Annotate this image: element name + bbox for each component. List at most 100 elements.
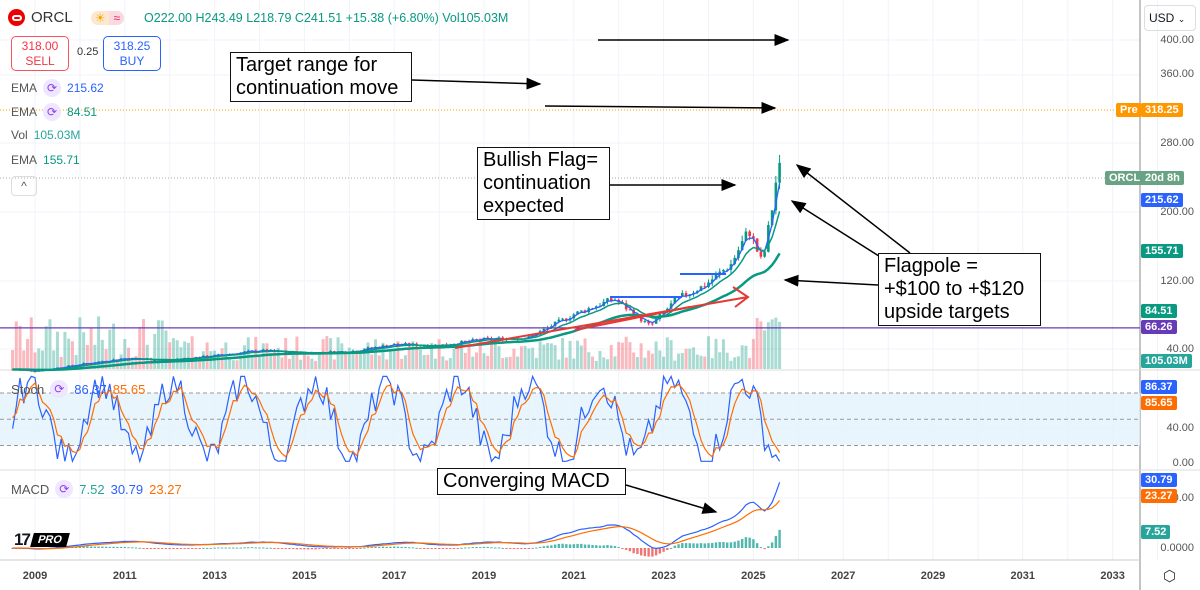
candle-body <box>744 231 748 242</box>
macd-histogram-bar <box>254 547 257 549</box>
volume-bar <box>183 341 187 369</box>
volume-bar <box>650 353 654 369</box>
macd-histogram-bar <box>501 547 504 549</box>
settings-gear-icon[interactable]: ⬡ <box>1163 568 1177 585</box>
ema1-value: 215.62 <box>67 81 104 95</box>
volume-bar <box>605 359 609 369</box>
candle-body <box>681 293 684 297</box>
macd-histogram-bar <box>404 546 407 548</box>
macd-histogram-bar <box>183 548 186 549</box>
annotation-flagpole: Flagpole = +$100 to +$120 upside targets <box>878 253 1041 326</box>
candle-body <box>737 250 740 258</box>
price-tick: 280.00 <box>1160 137 1194 149</box>
collapse-legend-button[interactable]: ^ <box>11 176 37 196</box>
volume-bar <box>718 352 722 369</box>
volume-bar <box>370 354 374 369</box>
volume-bar <box>523 345 527 369</box>
symbol-name[interactable]: ORCL <box>31 9 73 26</box>
refresh-icon[interactable]: ⟳ <box>50 380 69 398</box>
buy-price: 318.25 <box>113 39 151 53</box>
volume-bar <box>153 333 157 369</box>
macd-histogram-bar <box>142 548 145 549</box>
macd-histogram-bar <box>505 548 508 549</box>
macd-histogram-bar <box>400 546 403 548</box>
currency-select[interactable]: USD ⌄ <box>1144 5 1196 31</box>
volume-bar <box>160 320 164 369</box>
volume-bar <box>112 323 116 369</box>
refresh-icon[interactable]: ⟳ <box>43 103 62 121</box>
sell-button[interactable]: 318.00 SELL <box>11 36 69 71</box>
macd-histogram-bar <box>602 545 605 548</box>
time-tick: 2021 <box>561 570 587 582</box>
volume-bar <box>568 340 572 369</box>
stoch-k-tag: 86.37 <box>1141 380 1177 394</box>
volume-bar <box>770 319 774 369</box>
macd-histogram-bar <box>726 542 729 548</box>
refresh-icon[interactable]: ⟳ <box>55 480 74 498</box>
macd-histogram-bar <box>119 546 123 548</box>
pre-market-price-tag: 318.25 <box>1141 103 1183 117</box>
macd-histogram-bar <box>344 548 347 549</box>
macd-histogram-bar <box>325 548 329 549</box>
macd-histogram-bar <box>711 542 714 548</box>
annotation-arrow <box>783 274 879 287</box>
volume-bar <box>366 342 370 369</box>
volume-bar <box>740 345 744 369</box>
macd-histogram-bar <box>168 548 171 550</box>
volume-bar <box>52 350 56 369</box>
candle-body <box>11 369 14 371</box>
volume-bar <box>168 342 172 369</box>
volume-bar <box>677 353 681 369</box>
volume-bar <box>531 347 535 369</box>
macd-histogram-bar <box>239 547 242 549</box>
macd-histogram-bar <box>288 548 291 549</box>
macd-histogram-bar <box>187 548 190 549</box>
sell-price: 318.00 <box>21 39 59 53</box>
volume-bar <box>340 343 344 369</box>
macd-histogram-bar <box>89 546 93 548</box>
macd-histogram-bar <box>538 546 542 548</box>
volume-bar <box>37 348 41 369</box>
macd-histogram-bar <box>303 548 306 550</box>
macd-histogram-bar <box>235 547 239 549</box>
stoch-d-line <box>12 381 781 458</box>
vol-value: 105.03M <box>33 128 81 142</box>
macd-histogram-bar <box>116 546 119 548</box>
ema3-value: 155.71 <box>43 153 80 167</box>
macd-histogram-bar <box>561 543 564 548</box>
price-tick: 360.00 <box>1160 68 1194 80</box>
volume-bar <box>725 352 729 369</box>
volume-bar <box>228 358 232 369</box>
volume-bar <box>486 355 490 369</box>
candle-body <box>632 309 635 317</box>
volume-bar <box>519 346 523 369</box>
ema-slow-line <box>12 252 781 372</box>
macd-histogram-bar <box>639 548 643 556</box>
macd-histogram-bar <box>767 546 770 548</box>
ema3-label: EMA <box>11 153 38 167</box>
volume-bar <box>452 348 456 369</box>
buy-button[interactable]: 318.25 BUY <box>103 36 161 71</box>
macd-histogram-bar <box>770 542 774 548</box>
macd-signal-value: 23.27 <box>149 481 182 497</box>
macd-histogram-bar <box>471 547 474 549</box>
volume-bar <box>355 352 359 369</box>
ema2-label: EMA <box>11 105 38 119</box>
macd-histogram-bar <box>299 548 302 550</box>
macd-histogram-bar <box>228 547 231 549</box>
volume-bar <box>684 348 688 369</box>
macd-histogram-bar <box>445 548 448 549</box>
candle-body <box>740 241 744 251</box>
macd-histogram-bar <box>740 538 744 548</box>
refresh-icon[interactable]: ⟳ <box>43 79 62 97</box>
macd-histogram-bar <box>78 546 82 548</box>
volume-bar <box>609 344 613 369</box>
macd-histogram-bar <box>606 545 609 548</box>
ema-mid-tag: 155.71 <box>1141 244 1183 258</box>
macd-histogram-bar <box>733 541 736 548</box>
volume-bar <box>250 355 254 369</box>
macd-histogram-bar <box>340 548 344 549</box>
stoch-label: Stoch <box>11 381 45 397</box>
volume-bar <box>231 360 235 369</box>
